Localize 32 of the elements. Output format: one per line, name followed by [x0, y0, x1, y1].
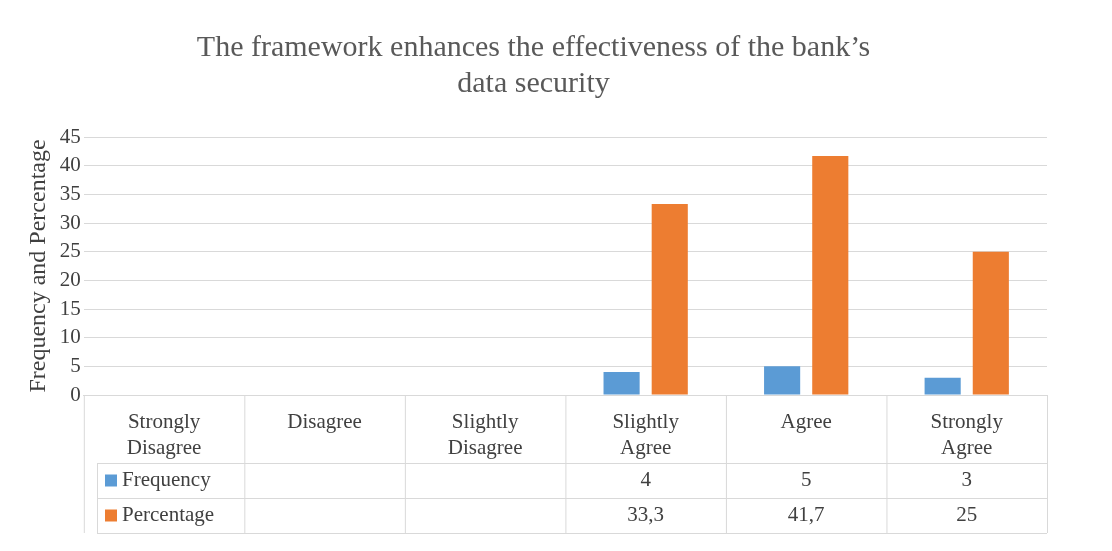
data-label: 25: [956, 502, 978, 527]
y-axis-title: Frequency and Percentage: [23, 139, 50, 393]
data-label: 3: [961, 467, 972, 492]
data-label: 4: [640, 467, 652, 492]
bar: [812, 155, 849, 395]
x-tick-label: Agree: [780, 408, 832, 433]
x-tick-label: Slightly Disagree: [447, 408, 523, 459]
y-tick-label: 0: [70, 381, 81, 406]
data-label: 33,3: [627, 502, 665, 527]
bar: [972, 251, 1009, 395]
y-tick-label: 15: [59, 295, 81, 320]
y-tick-label: 45: [59, 123, 81, 148]
bar: [764, 366, 801, 395]
legend-label: Percentage: [122, 502, 215, 527]
y-tick-label: 10: [59, 324, 81, 349]
data-label: 5: [800, 467, 812, 492]
data-label: 41,7: [787, 502, 825, 527]
y-tick-label: 20: [59, 266, 81, 291]
y-tick-label: 25: [59, 238, 81, 263]
y-tick-label: 35: [59, 180, 81, 205]
x-tick-label: Slightly Agree: [612, 408, 680, 459]
x-tick-label: Strongly Disagree: [126, 408, 202, 459]
y-tick-label: 40: [59, 152, 81, 177]
bar: [924, 377, 961, 395]
bar: [603, 372, 640, 395]
chart-title: The framework enhances the effectiveness of the bank’s data security: [196, 28, 871, 98]
legend-label: Frequency: [122, 467, 212, 492]
bar: [651, 204, 688, 395]
y-tick-label: 30: [59, 209, 81, 234]
x-tick-label: Disagree: [287, 408, 362, 433]
y-tick-label: 5: [70, 352, 81, 377]
x-tick-label: Strongly Agree: [930, 408, 1004, 459]
